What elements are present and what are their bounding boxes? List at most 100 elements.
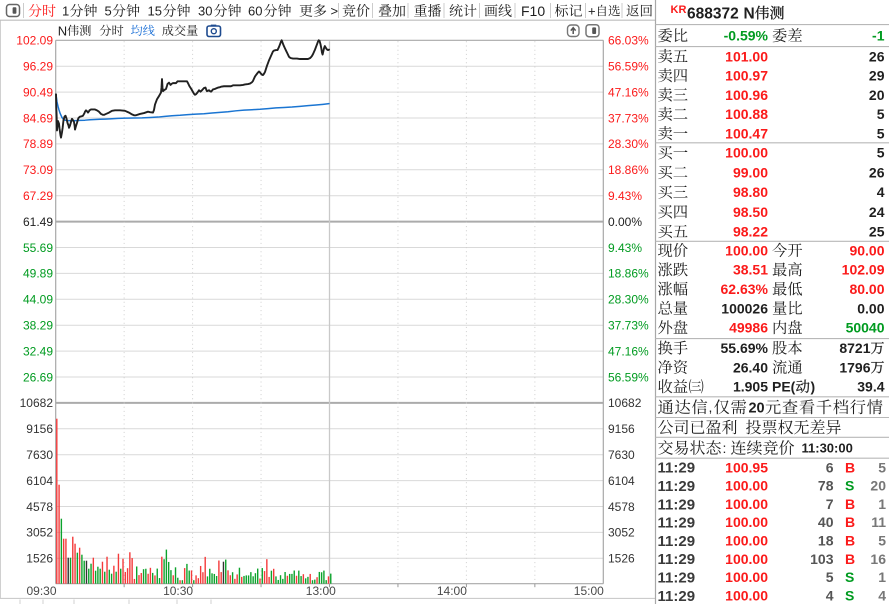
- svg-text:9156: 9156: [608, 422, 635, 436]
- svg-text:7630: 7630: [26, 448, 53, 462]
- svg-text:10682: 10682: [608, 396, 642, 410]
- svg-text:50040: 50040: [846, 320, 885, 336]
- svg-text:73.09: 73.09: [23, 163, 53, 177]
- svg-text:84.69: 84.69: [23, 111, 53, 125]
- svg-text:100.00: 100.00: [725, 533, 768, 549]
- svg-text:18: 18: [818, 533, 834, 549]
- svg-text:0.00%: 0.00%: [608, 215, 642, 229]
- svg-text:56.59%: 56.59%: [608, 370, 649, 384]
- svg-text:,: ,: [709, 399, 713, 415]
- svg-text:49986: 49986: [729, 320, 768, 336]
- svg-text:80.00: 80.00: [849, 281, 884, 297]
- svg-text:3052: 3052: [26, 526, 53, 540]
- svg-text:09:30: 09:30: [26, 584, 56, 598]
- svg-text:29: 29: [869, 68, 885, 84]
- svg-text:102.09: 102.09: [842, 262, 885, 278]
- svg-text:B: B: [845, 533, 855, 549]
- svg-text:4: 4: [878, 587, 886, 603]
- svg-text:1: 1: [62, 3, 69, 18]
- svg-text:100.00: 100.00: [725, 587, 768, 603]
- svg-text:39.4: 39.4: [857, 379, 884, 395]
- svg-text:24: 24: [869, 204, 885, 220]
- svg-text:18.86%: 18.86%: [608, 267, 649, 281]
- svg-text:25: 25: [869, 224, 885, 240]
- svg-text:26: 26: [869, 164, 885, 180]
- svg-text:-0.59%: -0.59%: [724, 28, 769, 44]
- svg-text:4578: 4578: [608, 500, 635, 514]
- svg-text:5: 5: [878, 533, 886, 549]
- svg-text:1796: 1796: [839, 359, 870, 375]
- svg-text:7: 7: [826, 496, 834, 512]
- svg-text:90.00: 90.00: [849, 242, 884, 258]
- svg-text:47.16%: 47.16%: [608, 85, 649, 99]
- svg-text:S: S: [845, 478, 854, 494]
- svg-text:1.905: 1.905: [733, 379, 768, 395]
- svg-text:11:29: 11:29: [658, 551, 696, 568]
- svg-text:>: >: [331, 3, 339, 18]
- svg-text:96.29: 96.29: [23, 60, 53, 74]
- svg-text:56.59%: 56.59%: [608, 60, 649, 74]
- svg-text:11:29: 11:29: [658, 496, 696, 513]
- svg-text:9.43%: 9.43%: [608, 189, 642, 203]
- svg-text:100.96: 100.96: [725, 87, 768, 103]
- svg-text:15: 15: [148, 3, 162, 18]
- svg-text:5: 5: [105, 3, 112, 18]
- svg-text:11:30:00: 11:30:00: [802, 441, 853, 456]
- svg-text:11:29: 11:29: [658, 515, 696, 532]
- svg-text:20: 20: [870, 478, 886, 494]
- svg-text:F10: F10: [521, 3, 545, 19]
- svg-text:1: 1: [878, 569, 886, 585]
- svg-text:5: 5: [877, 106, 885, 122]
- svg-text:S: S: [845, 569, 854, 585]
- svg-text:49.89: 49.89: [23, 267, 53, 281]
- svg-text:KR: KR: [671, 4, 687, 16]
- svg-text:26.40: 26.40: [733, 359, 768, 375]
- svg-text:100026: 100026: [721, 300, 768, 316]
- svg-text:6104: 6104: [26, 474, 53, 488]
- svg-text:60: 60: [248, 3, 262, 18]
- svg-text:B: B: [845, 551, 855, 567]
- svg-text:11:29: 11:29: [658, 570, 696, 587]
- svg-text:11:29: 11:29: [658, 478, 696, 495]
- svg-text:20: 20: [748, 400, 764, 416]
- svg-text:38.29: 38.29: [23, 319, 53, 333]
- svg-text:47.16%: 47.16%: [608, 344, 649, 358]
- svg-text:5: 5: [826, 569, 834, 585]
- svg-text:32.49: 32.49: [23, 344, 53, 358]
- svg-text:+: +: [588, 3, 596, 18]
- svg-text:100.00: 100.00: [725, 496, 768, 512]
- svg-text:11:29: 11:29: [658, 460, 696, 477]
- svg-text:66.03%: 66.03%: [608, 34, 649, 48]
- svg-text:101.00: 101.00: [725, 48, 768, 64]
- svg-text:4578: 4578: [26, 500, 53, 514]
- svg-text:55.69%: 55.69%: [721, 340, 769, 356]
- svg-text:14:00: 14:00: [437, 584, 467, 598]
- svg-text:28.30%: 28.30%: [608, 137, 649, 151]
- svg-text:37.73%: 37.73%: [608, 319, 649, 333]
- svg-text:26: 26: [869, 48, 885, 64]
- svg-text:9156: 9156: [26, 422, 53, 436]
- svg-text::: :: [723, 440, 727, 456]
- svg-text:30: 30: [198, 3, 212, 18]
- svg-text:28.30%: 28.30%: [608, 293, 649, 307]
- svg-text:PE(: PE(: [772, 379, 796, 395]
- svg-text:20: 20: [869, 87, 885, 103]
- svg-text:98.50: 98.50: [733, 204, 768, 220]
- svg-text:44.09: 44.09: [23, 293, 53, 307]
- svg-text:10:30: 10:30: [163, 584, 193, 598]
- svg-text:B: B: [845, 459, 855, 475]
- svg-text:11:29: 11:29: [658, 588, 696, 604]
- svg-text:): ): [811, 379, 816, 395]
- svg-text:98.22: 98.22: [733, 224, 768, 240]
- svg-text:26.69: 26.69: [23, 370, 53, 384]
- svg-text:100.97: 100.97: [725, 68, 768, 84]
- svg-text:100.00: 100.00: [725, 478, 768, 494]
- svg-text:38.51: 38.51: [733, 262, 768, 278]
- svg-text:100.00: 100.00: [725, 569, 768, 585]
- svg-text:5: 5: [877, 126, 885, 142]
- svg-text:5: 5: [877, 145, 885, 161]
- svg-text:7630: 7630: [608, 448, 635, 462]
- svg-text:4: 4: [877, 184, 885, 200]
- svg-text:100.00: 100.00: [725, 551, 768, 567]
- svg-text:3052: 3052: [608, 526, 635, 540]
